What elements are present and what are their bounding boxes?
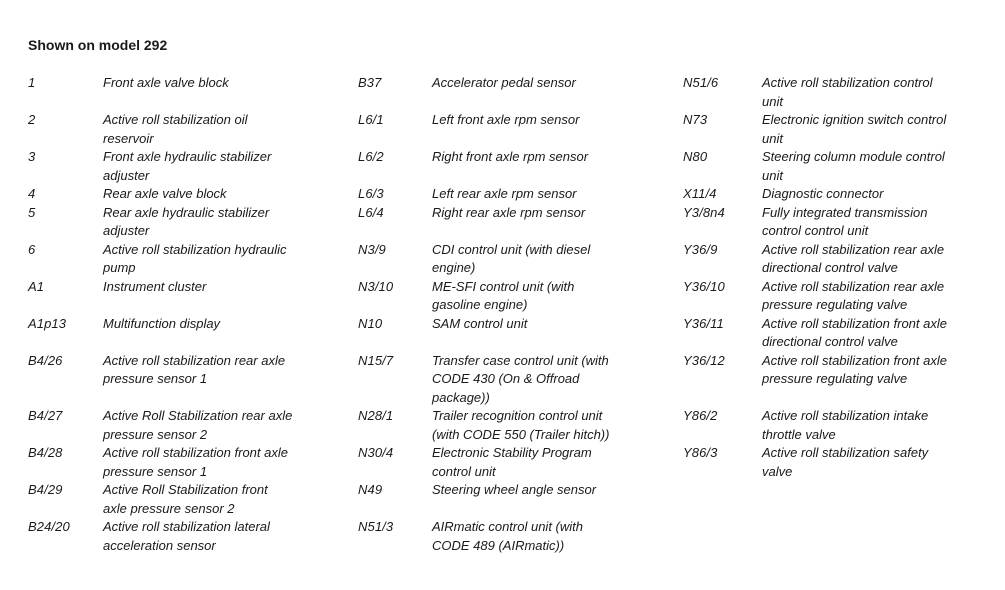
legend-code-cell: Y36/11: [683, 315, 724, 331]
legend-code-cell: Y36/12: [683, 352, 725, 368]
legend-code-cell: L6/2: [358, 149, 384, 164]
legend-row: 3 Front axle hydraulic stabilizer adjuste…: [28, 148, 1005, 185]
legend-body: 1 Front axle valve block B37 Accelerator pe…: [28, 74, 1005, 555]
legend-code-cell: Y86/3: [683, 445, 718, 460]
legend-row: 2 Active roll stabilization oil reservoir…: [28, 111, 1005, 148]
legend-row: B24/20 Active roll stabilization lateral …: [28, 518, 1005, 555]
legend-code-cell: [683, 518, 762, 555]
legend-code-cell: N28/1: [358, 408, 394, 423]
legend-code-cell: 4: [28, 186, 36, 201]
legend-code-cell: L6/4: [358, 204, 384, 220]
legend-code-cell: A1: [28, 278, 45, 294]
legend-desc-cell: Active roll stabilization rear axle pres…: [103, 352, 286, 387]
legend-desc-cell: Active roll stabilization oil reservoir: [103, 112, 248, 146]
legend-code-cell: B4/28: [28, 445, 63, 460]
legend-desc-cell: Steering column module control unit: [762, 149, 945, 183]
legend-desc-cell: Electronic ignition switch control unit: [762, 112, 947, 146]
legend-code-cell: N49: [358, 482, 383, 497]
legend-desc-cell: Active roll stabilization hydraulic pump: [103, 241, 287, 276]
legend-desc-cell: Active roll stabilization front axle pre…: [762, 352, 947, 387]
legend-code-cell: L6/3: [358, 186, 384, 201]
legend-desc-cell: Electronic Stability Program control uni…: [432, 445, 592, 479]
legend-desc-cell: SAM control unit: [432, 315, 528, 331]
legend-desc-cell: Active roll stabilization lateral accele…: [103, 519, 270, 553]
legend-code-cell: N51/3: [358, 519, 394, 534]
legend-desc-cell: Active roll stabilization rear axle dire…: [762, 241, 945, 276]
legend-code-cell: N3/9: [358, 241, 386, 257]
legend-code-cell: Y36/10: [683, 278, 725, 294]
legend-desc-cell: Multifunction display: [103, 315, 221, 331]
legend-desc-cell: [762, 481, 1005, 518]
legend-code-cell: 3: [28, 149, 36, 164]
legend-code-cell: A1p13: [28, 315, 67, 331]
legend-code-cell: Y3/8n4: [683, 204, 725, 220]
legend-row: B4/29 Active Roll Stabilization front axl…: [28, 481, 1005, 518]
legend-row: A1 Instrument cluster N3/10 ME-SFI control …: [28, 278, 1005, 315]
legend-code-cell: B4/26: [28, 352, 63, 368]
legend-desc-cell: [762, 518, 1005, 555]
legend-code-cell: B24/20: [28, 519, 70, 534]
legend-desc-cell: Diagnostic connector: [762, 186, 884, 201]
legend-row: 5 Rear axle hydraulic stabilizer adjuster…: [28, 204, 1005, 241]
legend-row: 6 Active roll stabilization hydraulic pum…: [28, 241, 1005, 278]
legend-code-cell: N73: [683, 112, 708, 127]
legend-code-cell: N3/10: [358, 278, 394, 294]
legend-desc-cell: Steering wheel angle sensor: [432, 482, 597, 497]
legend-desc-cell: AIRmatic control unit (with CODE 489 (AI…: [432, 519, 583, 553]
legend-desc-cell: Fully integrated transmission control co…: [762, 204, 928, 239]
legend-code-cell: N10: [358, 315, 383, 331]
legend-desc-cell: Accelerator pedal sensor: [432, 75, 576, 90]
legend-desc-cell: Rear axle hydraulic stabilizer adjuster: [103, 204, 270, 239]
legend-code-cell: 2: [28, 112, 36, 127]
legend-code-cell: Y86/2: [683, 408, 718, 423]
legend-desc-cell: Active roll stabilization control unit: [762, 75, 933, 109]
legend-table: 1 Front axle valve block B37 Accelerator pe…: [28, 74, 1005, 555]
legend-code-cell: [683, 481, 762, 518]
legend-code-cell: B4/27: [28, 408, 63, 423]
legend-desc-cell: Right rear axle rpm sensor: [432, 204, 586, 220]
legend-row: A1p13 Multifunction display N10 SAM control…: [28, 315, 1005, 352]
legend-desc-cell: Front axle hydraulic stabilizer adjuster: [103, 149, 272, 183]
legend-desc-cell: Right front axle rpm sensor: [432, 149, 589, 164]
legend-code-cell: L6/1: [358, 112, 384, 127]
legend-code-cell: N80: [683, 149, 708, 164]
legend-desc-cell: Active roll stabilization intake throttl…: [762, 408, 929, 442]
legend-desc-cell: Front axle valve block: [103, 75, 229, 90]
legend-desc-cell: Active Roll Stabilization rear axle pres…: [103, 408, 293, 442]
legend-row: B4/28 Active roll stabilization front axl…: [28, 444, 1005, 481]
legend-desc-cell: Active Roll Stabilization front axle pre…: [103, 482, 268, 516]
legend-code-cell: N30/4: [358, 445, 394, 460]
legend-row: B4/26 Active roll stabilization rear axle…: [28, 352, 1005, 408]
legend-code-cell: N51/6: [683, 75, 719, 90]
legend-code-cell: 6: [28, 241, 36, 257]
legend-code-cell: N15/7: [358, 352, 394, 368]
legend-desc-cell: Instrument cluster: [103, 278, 207, 294]
legend-desc-cell: Active roll stabilization front axle pre…: [103, 445, 288, 479]
legend-desc-cell: CDI control unit (with diesel engine): [432, 241, 591, 276]
legend-code-cell: X11/4: [683, 186, 717, 201]
legend-desc-cell: Active roll stabilization safety valve: [762, 445, 929, 479]
legend-code-cell: Y36/9: [683, 241, 718, 257]
legend-code-cell: B37: [358, 75, 382, 90]
legend-code-cell: B4/29: [28, 482, 63, 497]
legend-desc-cell: ME-SFI control unit (with gasoline engin…: [432, 278, 575, 313]
legend-desc-cell: Active roll stabilization rear axle pres…: [762, 278, 945, 313]
page-title: Shown on model 292: [28, 37, 168, 53]
legend-desc-cell: Left rear axle rpm sensor: [432, 186, 577, 201]
legend-code-cell: 1: [28, 75, 36, 90]
legend-desc-cell: Trailer recognition control unit (with C…: [432, 408, 610, 442]
legend-row: 4 Rear axle valve block L6/3 Left rear axle…: [28, 185, 1005, 204]
legend-desc-cell: Rear axle valve block: [103, 186, 227, 201]
legend-row: B4/27 Active Roll Stabilization rear axle…: [28, 407, 1005, 444]
legend-row: 1 Front axle valve block B37 Accelerator pe…: [28, 74, 1005, 111]
legend-desc-cell: Transfer case control unit (with CODE 43…: [432, 352, 609, 405]
legend-desc-cell: Active roll stabilization front axle dir…: [762, 315, 947, 350]
legend-desc-cell: Left front axle rpm sensor: [432, 112, 580, 127]
legend-code-cell: 5: [28, 204, 36, 220]
